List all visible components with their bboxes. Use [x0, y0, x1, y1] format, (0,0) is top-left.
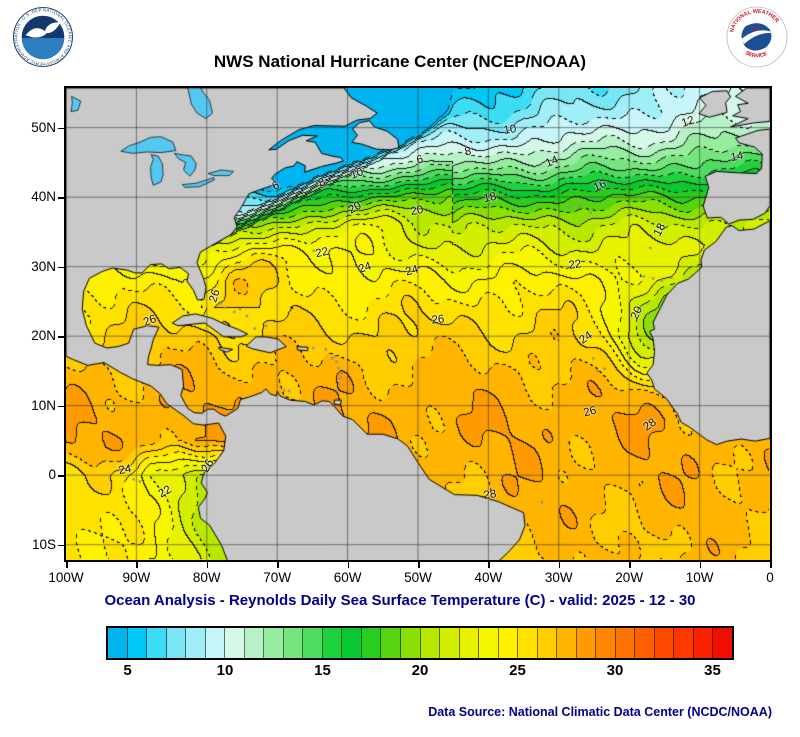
lon-tick-label-30W: 30W: [544, 570, 573, 585]
lon-tick-mark: [488, 562, 490, 568]
colorbar-segment-6: [147, 628, 167, 658]
lon-tick-label-90W: 90W: [122, 570, 151, 585]
lat-tick-label-30N: 30N: [31, 258, 56, 274]
colorbar-segment-8: [186, 628, 206, 658]
colorbar-segment-25: [518, 628, 538, 658]
colorbar-segment-32: [654, 628, 675, 658]
colorbar-segment-5: [127, 628, 148, 658]
nws-logo: NATIONAL WEATHER SERVICE: [726, 6, 788, 68]
colorbar-segments: [108, 628, 732, 658]
colorbar-segment-28: [576, 628, 597, 658]
colorbar-segment-21: [440, 628, 460, 658]
lon-tick-mark: [277, 562, 279, 568]
lon-tick-label-40W: 40W: [474, 570, 503, 585]
colorbar-tick-label-15: 15: [314, 662, 331, 679]
colorbar-segment-4: [108, 628, 128, 658]
lon-tick-label-80W: 80W: [192, 570, 221, 585]
page-title: NWS National Hurricane Center (NCEP/NOAA…: [213, 52, 587, 71]
nws-bird-icon: [751, 28, 760, 31]
lat-tick-label-0: 0: [48, 467, 56, 483]
colorbar-segment-18: [381, 628, 401, 658]
noaa-gull-icon: [25, 22, 61, 38]
lon-tick-label-50W: 50W: [404, 570, 432, 585]
lon-tick-mark: [66, 562, 68, 568]
colorbar-segment-26: [537, 628, 558, 658]
data-source: Data Source: National Climatic Data Cent…: [428, 705, 772, 719]
lat-tick-mark: [58, 405, 64, 408]
colorbar-segment-20: [420, 628, 441, 658]
colorbar-segment-9: [205, 628, 226, 658]
nws-ring-text-bottom: SERVICE: [744, 50, 769, 59]
lat-tick-mark: [58, 336, 64, 338]
lat-tick-mark: [58, 197, 64, 199]
colorbar-segment-15: [322, 628, 343, 658]
sst-map-canvas: [66, 88, 770, 560]
noaa-logo: NATIONAL OCEANIC AND ATMOSPHERIC ADMINIS…: [10, 2, 74, 68]
colorbar-tick-label-10: 10: [216, 662, 234, 679]
lat-tick-mark: [58, 127, 64, 130]
colorbar-segment-22: [459, 628, 480, 658]
colorbar-segment-14: [303, 628, 323, 658]
lon-tick-label-0: 0: [766, 570, 774, 585]
colorbar: [106, 626, 734, 660]
colorbar-segment-31: [635, 628, 655, 658]
lat-tick-label-10S: 10S: [31, 536, 56, 552]
lat-tick-mark: [58, 266, 64, 269]
colorbar-segment-29: [596, 628, 616, 658]
lat-tick-mark: [58, 544, 64, 547]
lon-tick-mark: [770, 562, 772, 568]
lon-tick-label-70W: 70W: [263, 570, 292, 585]
colorbar-segment-10: [225, 628, 245, 658]
colorbar-segment-30: [615, 628, 636, 658]
lon-tick-label-60W: 60W: [333, 570, 362, 585]
lon-tick-label-100W: 100W: [48, 570, 84, 585]
colorbar-tick-label-20: 20: [411, 662, 429, 679]
map-caption: Ocean Analysis - Reynolds Daily Sea Surf…: [104, 592, 696, 609]
colorbar-segment-27: [557, 628, 577, 658]
nws-emblem-icon: NATIONAL WEATHER SERVICE: [726, 6, 788, 68]
lat-tick-mark: [58, 475, 64, 477]
colorbar-segment-11: [244, 628, 265, 658]
lon-tick-mark: [347, 562, 350, 568]
colorbar-segment-33: [674, 628, 694, 658]
map-frame: 10 12 14 6 8 8 10 6 14 16 18 20 20 18 22 22 24 24 26 26 26 20…: [64, 86, 772, 562]
colorbar-segment-13: [283, 628, 304, 658]
lon-tick-label-10W: 10W: [685, 570, 714, 585]
colorbar-segment-12: [264, 628, 284, 658]
colorbar-tick-label-25: 25: [509, 662, 526, 679]
svg-text:SERVICE: SERVICE: [744, 50, 769, 59]
colorbar-segment-16: [342, 628, 362, 658]
lon-tick-label-20W: 20W: [615, 570, 644, 585]
colorbar-segment-34: [693, 628, 714, 658]
colorbar-segment-17: [361, 628, 382, 658]
colorbar-tick-label-30: 30: [606, 662, 624, 679]
colorbar-segment-24: [498, 628, 519, 658]
lon-tick-mark: [136, 562, 138, 568]
lat-tick-label-40N: 40N: [31, 189, 56, 205]
colorbar-tick-label-35: 35: [704, 662, 721, 679]
lat-tick-label-10N: 10N: [31, 397, 56, 413]
lon-tick-mark: [699, 562, 702, 568]
colorbar-segment-19: [400, 628, 421, 658]
nws-swoosh-icon: [740, 30, 775, 44]
colorbar-segment-35: [713, 628, 732, 658]
lon-tick-mark: [418, 562, 420, 568]
lat-tick-label-20N: 20N: [31, 328, 56, 344]
colorbar-tick-label-5: 5: [123, 662, 132, 679]
lon-tick-mark: [558, 562, 561, 568]
lat-tick-label-50N: 50N: [31, 119, 56, 135]
colorbar-segment-7: [166, 628, 187, 658]
lon-tick-mark: [206, 562, 209, 568]
colorbar-segment-23: [479, 628, 499, 658]
lon-tick-mark: [629, 562, 631, 568]
noaa-emblem-icon: NATIONAL OCEANIC AND ATMOSPHERIC ADMINIS…: [10, 2, 74, 68]
